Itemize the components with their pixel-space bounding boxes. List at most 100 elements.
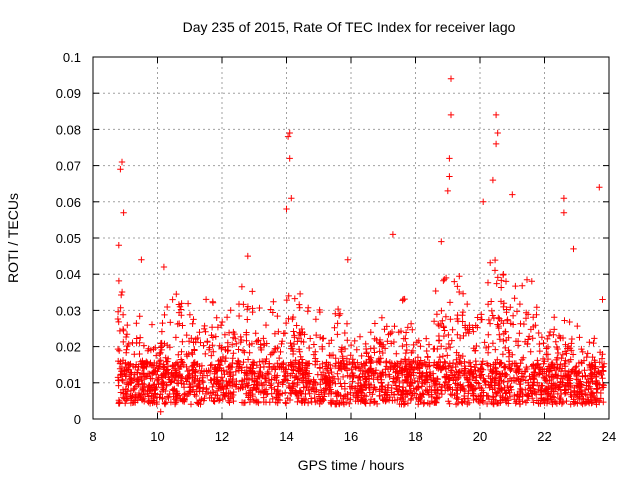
data-point (441, 358, 448, 365)
data-point (485, 343, 492, 350)
data-point (465, 379, 472, 386)
data-point (296, 290, 304, 298)
data-point (201, 395, 208, 402)
data-point (591, 335, 598, 342)
data-point (381, 326, 388, 333)
data-point (320, 335, 327, 342)
data-point (293, 322, 300, 329)
data-point (385, 331, 392, 338)
data-point (348, 366, 355, 373)
data-point (530, 399, 537, 406)
data-point (543, 386, 551, 393)
data-point (140, 361, 147, 368)
data-point (557, 396, 564, 403)
y-tick-label: 0.05 (56, 231, 81, 246)
data-point (444, 385, 452, 393)
data-point (414, 378, 421, 385)
data-point (249, 308, 256, 316)
data-point (473, 342, 480, 350)
data-point (485, 331, 492, 338)
data-point (130, 386, 137, 393)
data-point (347, 396, 354, 403)
data-point (292, 357, 299, 364)
data-point (123, 346, 130, 353)
data-point (376, 336, 384, 344)
data-point (327, 379, 334, 386)
data-point (460, 332, 467, 340)
data-point (158, 339, 165, 347)
data-point (219, 353, 227, 361)
data-point (189, 379, 197, 387)
data-point (380, 341, 387, 348)
data-point (268, 384, 275, 391)
y-tick-label: 0.1 (63, 50, 81, 65)
data-point (274, 383, 281, 390)
data-point (497, 298, 505, 305)
data-point (244, 303, 252, 310)
data-point (192, 335, 199, 343)
data-point (495, 388, 502, 395)
data-point (199, 374, 206, 381)
data-point (502, 371, 509, 379)
data-point (599, 296, 606, 303)
data-point (209, 383, 216, 391)
y-tick-label: 0.08 (56, 122, 81, 137)
data-point (488, 298, 495, 305)
data-point (579, 373, 586, 380)
data-point (280, 361, 287, 368)
data-point (285, 382, 292, 390)
data-point (496, 331, 503, 338)
data-point (115, 242, 122, 249)
data-point (402, 349, 409, 357)
data-point (423, 387, 431, 395)
data-point (584, 375, 592, 383)
data-point (492, 140, 500, 148)
data-point (498, 386, 506, 394)
data-point (159, 378, 166, 386)
data-point (289, 360, 296, 368)
data-point (249, 369, 256, 376)
data-point (184, 300, 192, 307)
data-point (127, 387, 135, 394)
data-point (139, 386, 147, 393)
data-point (115, 277, 123, 285)
data-point (284, 377, 291, 384)
data-point (197, 369, 204, 377)
data-point (234, 360, 241, 367)
data-point (518, 370, 525, 377)
data-point (563, 397, 570, 405)
data-point (583, 391, 591, 399)
data-point (375, 357, 382, 365)
data-point (489, 312, 496, 319)
data-point (455, 352, 462, 359)
data-point (423, 369, 430, 376)
data-point (150, 397, 157, 404)
data-point (525, 333, 533, 340)
y-tick-label: 0.03 (56, 303, 81, 318)
data-point (162, 372, 169, 380)
data-point (176, 303, 184, 310)
data-point (441, 327, 448, 334)
data-point (586, 362, 594, 370)
data-point (217, 356, 224, 364)
data-point (159, 394, 166, 402)
data-point (391, 323, 398, 330)
x-tick-label: 24 (602, 429, 616, 444)
data-point (195, 400, 202, 407)
data-point (170, 362, 178, 369)
data-point (199, 388, 206, 395)
data-point (217, 322, 225, 329)
data-point (454, 311, 461, 319)
data-point (393, 375, 400, 383)
data-point (467, 367, 475, 375)
data-point (515, 376, 522, 383)
data-point (328, 368, 335, 376)
data-point (176, 320, 183, 327)
data-point (122, 373, 129, 380)
data-point (227, 371, 234, 379)
data-point (512, 282, 519, 290)
data-point (599, 381, 606, 389)
data-point (148, 384, 155, 392)
data-point (507, 304, 514, 311)
x-tick-label: 12 (215, 429, 229, 444)
